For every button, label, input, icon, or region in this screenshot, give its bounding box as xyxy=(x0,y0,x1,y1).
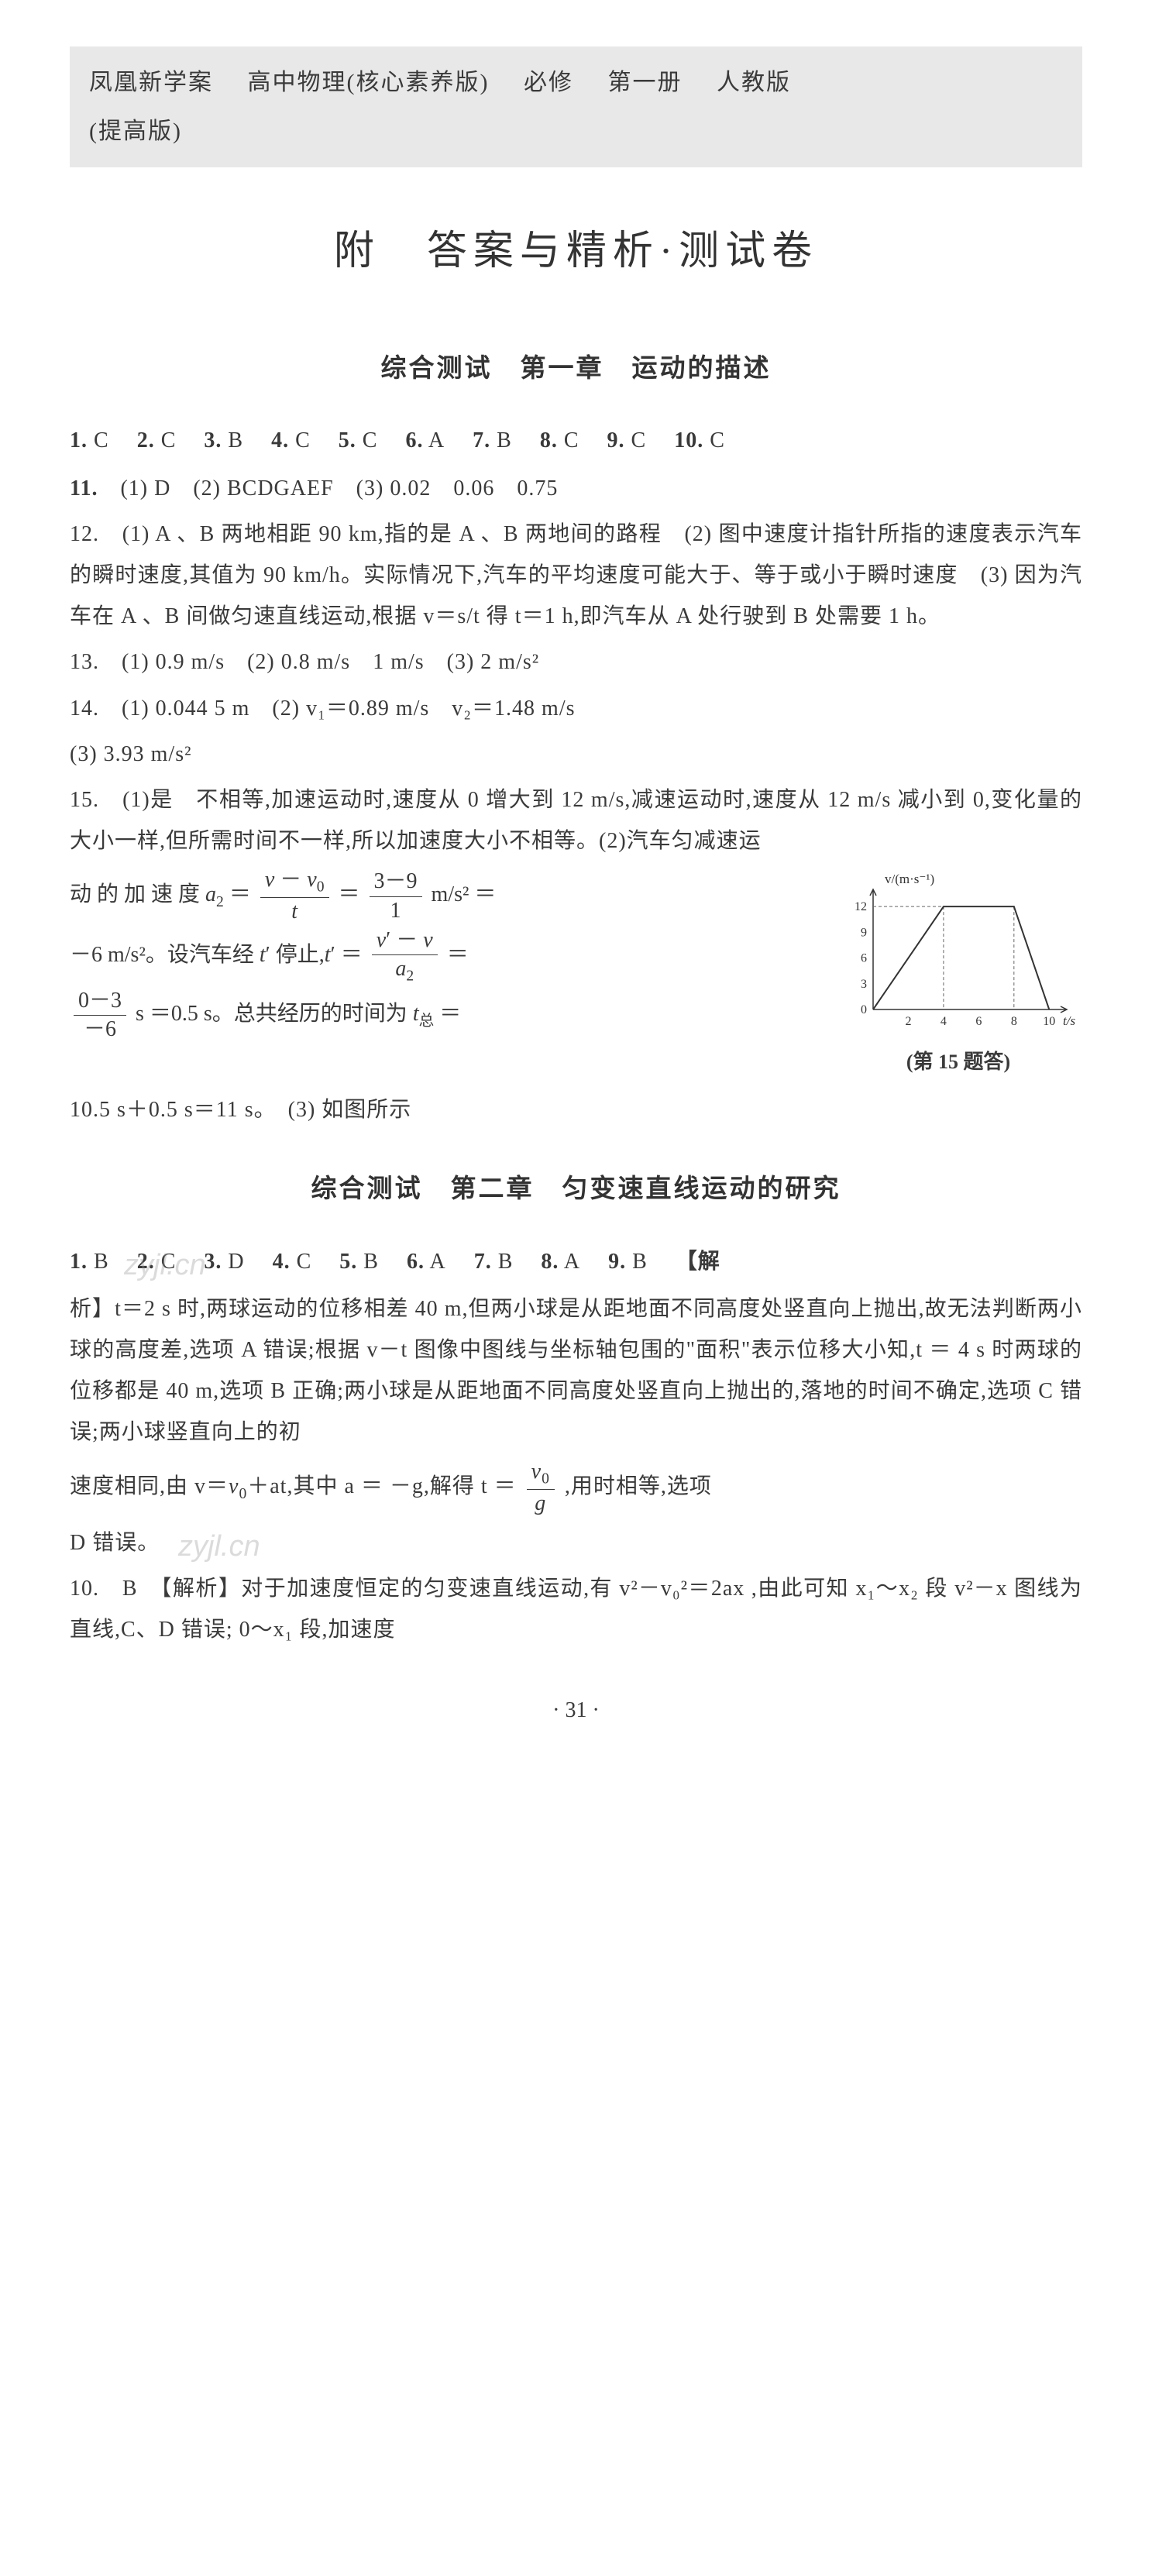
volume: 必修 xyxy=(524,70,573,95)
q9-line2: 速度相同,由 v＝v0＋at,其中 a ＝ －g,解得 t ＝ v0g ,用时相… xyxy=(70,1458,1082,1518)
book-header: 凤凰新学案 高中物理(核心素养版) 必修 第一册 人教版 (提高版) xyxy=(70,46,1082,167)
svg-text:12: 12 xyxy=(855,901,867,914)
velocity-chart: 3 6 9 12 0 2 4 6 8 10 v/(m·s⁻¹) t/s (第 15 题答) xyxy=(834,866,1082,1081)
svg-text:6: 6 xyxy=(975,1015,982,1028)
section-1-title: 综合测试 第一章 运动的描述 xyxy=(70,345,1082,394)
svg-text:0: 0 xyxy=(861,1003,867,1016)
main-title: 附 答案与精析·测试卷 xyxy=(70,214,1082,291)
svg-text:9: 9 xyxy=(861,927,867,940)
q14: 14. (1) 0.044 5 m (2) v₁＝0.89 m/s v₂＝1.4… xyxy=(70,688,1082,729)
q13: 13. (1) 0.9 m/s (2) 0.8 m/s 1 m/s (3) 2 … xyxy=(70,641,1082,683)
svg-text:3: 3 xyxy=(861,978,867,991)
q15-end: 10.5 s＋0.5 s＝11 s。 (3) 如图所示 xyxy=(70,1089,1082,1130)
series-name: 凤凰新学案 xyxy=(89,70,213,95)
page-number: · 31 · xyxy=(70,1690,1082,1731)
book: 第一册 xyxy=(607,70,682,95)
watermark-1: zyjl.cn xyxy=(124,1237,206,1293)
svg-text:4: 4 xyxy=(941,1015,947,1028)
q14b: (3) 3.93 m/s² xyxy=(70,734,1082,775)
variant: (提高版) xyxy=(89,109,1063,153)
subject-name: 高中物理(核心素养版) xyxy=(248,70,490,95)
q9-analysis: 析】【解析】t＝2 s 时,两球运动的位移相差 40 m,但两小球是从距地面不同… xyxy=(70,1288,1082,1453)
q12: 12. (1) A 、B 两地相距 90 km,指的是 A 、B 两地间的路程 … xyxy=(70,514,1082,638)
q15-body: 动 的 加 速 度 a2 ＝ v － v0t ＝ 3－91 m/s² ＝ －6 … xyxy=(70,866,1082,1081)
svg-text:10: 10 xyxy=(1043,1015,1055,1028)
svg-text:v/(m·s⁻¹): v/(m·s⁻¹) xyxy=(885,872,934,886)
chart-caption: (第 15 题答) xyxy=(834,1043,1082,1081)
q15-intro: 15. (1)是 不相等,加速运动时,速度从 0 增大到 12 m/s,减速运动… xyxy=(70,779,1082,862)
svg-text:8: 8 xyxy=(1011,1015,1017,1028)
svg-text:t/s: t/s xyxy=(1063,1013,1075,1028)
mcq-row-2: 1. B 2. C 3. D 4. C 5. B 6. A 7. B 8. A … xyxy=(70,1241,1082,1282)
q10: 10. B 【解析】对于加速度恒定的匀变速直线运动,有 v²－v₀²＝2ax ,… xyxy=(70,1568,1082,1650)
svg-text:6: 6 xyxy=(861,952,867,965)
svg-text:2: 2 xyxy=(905,1015,911,1028)
mcq-row-1: 1. C 2. C 3. B 4. C 5. C 6. A 7. B 8. C … xyxy=(70,420,1082,461)
section-2-title: 综合测试 第二章 匀变速直线运动的研究 xyxy=(70,1165,1082,1214)
q11: 11.11. (1) D (2) BCDGAEF (3) 0.02 0.06 0… xyxy=(70,468,1082,509)
edition: 人教版 xyxy=(717,70,791,95)
watermark-2: zyjl.cn xyxy=(178,1518,260,1574)
